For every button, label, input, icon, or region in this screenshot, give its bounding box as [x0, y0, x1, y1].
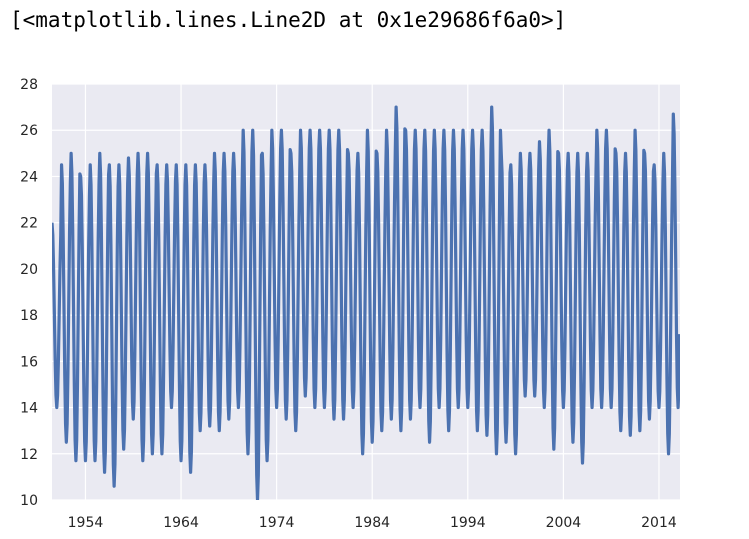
x-tick-label: 1964: [163, 515, 199, 531]
x-tick-labels: 1954 1964 1974 1984 1994 2004 2014: [68, 515, 677, 531]
x-tick-label: 2014: [641, 515, 677, 531]
y-tick-label: 12: [20, 447, 38, 463]
x-tick-label: 1974: [259, 515, 295, 531]
x-tick-label: 1984: [354, 515, 390, 531]
series-group: [52, 105, 680, 500]
y-tick-labels: 10 12 14 16 18 20 22 24 26 28: [20, 77, 38, 509]
x-tick-label: 2004: [546, 515, 582, 531]
x-tick-label: 1954: [68, 515, 104, 531]
cell-output-repr: [<matplotlib.lines.Line2D at 0x1e29686f6…: [10, 8, 567, 32]
y-tick-label: 20: [20, 262, 38, 278]
y-tick-label: 14: [20, 401, 38, 417]
y-tick-label: 24: [20, 169, 38, 185]
series-line: [52, 105, 680, 500]
y-tick-label: 26: [20, 123, 38, 139]
y-tick-label: 10: [20, 493, 38, 509]
y-tick-label: 22: [20, 216, 38, 232]
x-tick-label: 1994: [450, 515, 486, 531]
y-tick-label: 28: [20, 77, 38, 93]
y-tick-label: 18: [20, 308, 38, 324]
y-tick-label: 16: [20, 354, 38, 370]
